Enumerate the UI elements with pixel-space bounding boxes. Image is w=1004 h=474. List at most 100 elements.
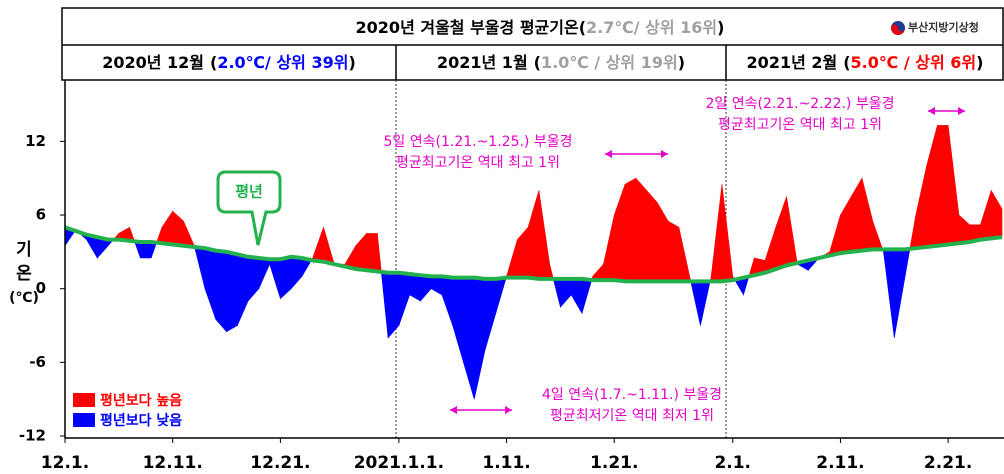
difference-area bbox=[909, 214, 917, 250]
difference-area bbox=[775, 196, 787, 270]
logo-icon bbox=[891, 24, 905, 35]
x-tick-label: 2021.1.1. bbox=[354, 453, 444, 473]
difference-area bbox=[915, 165, 927, 249]
callout-bubble bbox=[216, 170, 282, 246]
difference-area bbox=[312, 227, 324, 263]
difference-area bbox=[258, 257, 270, 289]
difference-area bbox=[624, 177, 637, 282]
difference-area bbox=[269, 258, 281, 299]
difference-area bbox=[452, 277, 464, 363]
annotation: 평균최저기온 역대 최저 1위 bbox=[550, 408, 714, 424]
difference-area bbox=[657, 201, 669, 282]
annotation: 4일 연속(1.7.~1.11.) 부울경 bbox=[542, 387, 722, 403]
difference-area bbox=[700, 281, 711, 326]
x-tick-label: 1.11. bbox=[482, 453, 530, 473]
title-stat: 2.7℃/ 상위 16위 bbox=[586, 18, 717, 37]
difference-area bbox=[570, 278, 583, 315]
legend-label: 평년보다 낮음 bbox=[100, 412, 182, 429]
difference-area bbox=[506, 239, 518, 278]
y-tick-label: -12 bbox=[19, 427, 46, 445]
plot: -12 -6 0 6 12 기온 (℃) 12.1. 12.11. 12.21. 2021.1.1.… bbox=[9, 80, 1004, 473]
difference-area bbox=[290, 256, 303, 290]
x-tick-label: 1.21. bbox=[590, 453, 638, 473]
difference-area bbox=[355, 232, 367, 271]
difference-area bbox=[380, 271, 389, 338]
bracket: ( bbox=[534, 53, 541, 72]
title: 2020년 겨울철 부울경 평균기온(2.7℃/ 상위 16위) bbox=[356, 18, 725, 37]
difference-area bbox=[883, 249, 895, 338]
difference-area bbox=[904, 248, 911, 277]
difference-area bbox=[667, 220, 680, 282]
legend-label: 평년보다 높음 bbox=[100, 392, 182, 409]
difference-area bbox=[183, 221, 195, 248]
normal-line bbox=[64, 225, 1003, 284]
difference-area bbox=[517, 226, 529, 278]
x-tick-label: 2.11. bbox=[816, 453, 864, 473]
month-label: 2021년 1월 (1.0℃ / 상위 19위) bbox=[437, 53, 685, 72]
difference-area bbox=[710, 184, 723, 282]
y-axis-label: 기 bbox=[16, 240, 32, 260]
x-tick-label: 2.21. bbox=[924, 453, 972, 473]
difference-area bbox=[937, 125, 949, 247]
difference-area bbox=[441, 276, 454, 326]
y-tick-label: 6 bbox=[36, 206, 46, 224]
difference-area bbox=[829, 214, 841, 256]
difference-area bbox=[958, 214, 970, 244]
difference-area bbox=[377, 233, 382, 273]
x-tick-label: 12.1. bbox=[41, 453, 89, 473]
bracket: ( bbox=[579, 18, 586, 37]
difference-area bbox=[560, 278, 572, 308]
difference-area bbox=[690, 281, 701, 326]
difference-area bbox=[840, 195, 852, 254]
difference-area bbox=[872, 221, 884, 250]
y-tick-label: 0 bbox=[36, 279, 46, 297]
month-stat: 2.0℃/ 상위 39위 bbox=[217, 53, 348, 72]
month-name: 2021년 1월 bbox=[437, 53, 528, 72]
bracket: ) bbox=[976, 53, 983, 72]
difference-area bbox=[495, 277, 507, 314]
x-tick-label: 12.21. bbox=[250, 453, 310, 473]
difference-area bbox=[226, 251, 238, 333]
month-label: 2021년 2월 (5.0℃ / 상위 6위) bbox=[747, 53, 984, 72]
difference-area bbox=[581, 278, 593, 314]
difference-area bbox=[430, 276, 443, 296]
title-text: 2020년 겨울철 부울경 평균기온 bbox=[356, 18, 579, 37]
difference-area bbox=[861, 178, 874, 251]
month-label: 2020년 12월 (2.0℃/ 상위 39위) bbox=[102, 53, 356, 72]
difference-area bbox=[538, 190, 550, 280]
y-axis-label: (℃) bbox=[9, 290, 39, 306]
month-stat: 1.0℃ / 상위 19위 bbox=[541, 53, 678, 72]
month-row: 2020년 12월 (2.0℃/ 상위 39위) 2021년 1월 (1.0℃ / 상… bbox=[102, 53, 983, 72]
difference-area bbox=[366, 233, 378, 272]
difference-area bbox=[549, 264, 554, 280]
difference-area bbox=[484, 278, 497, 351]
y-axis-label: 온 bbox=[16, 264, 32, 284]
month-stat: 5.0℃ / 상위 6위 bbox=[851, 53, 977, 72]
difference-area bbox=[721, 184, 734, 282]
annotation: 평균최고기온 역대 최고 1위 bbox=[718, 117, 882, 133]
difference-area bbox=[172, 210, 184, 247]
difference-area bbox=[786, 196, 798, 266]
bracket: ) bbox=[348, 53, 355, 72]
difference-area bbox=[194, 246, 206, 289]
difference-area bbox=[893, 249, 906, 338]
month-name: 2021년 2월 bbox=[747, 53, 838, 72]
arrow-head bbox=[450, 406, 512, 414]
arrow-head bbox=[605, 150, 668, 158]
difference-area bbox=[635, 177, 647, 282]
annotation: 5일 연속(1.21.~1.25.) 부울경 bbox=[384, 134, 573, 150]
legend-swatch bbox=[73, 413, 95, 427]
difference-area bbox=[398, 272, 410, 326]
difference-area bbox=[237, 253, 249, 326]
difference-area bbox=[764, 227, 777, 274]
difference-area bbox=[387, 272, 400, 339]
difference-area bbox=[280, 256, 292, 300]
difference-area bbox=[646, 189, 658, 282]
difference-area bbox=[850, 177, 863, 253]
difference-area bbox=[947, 125, 960, 245]
annotation: 평균최고기온 역대 최고 1위 bbox=[396, 155, 560, 171]
difference-area bbox=[204, 247, 217, 320]
bracket: ( bbox=[210, 53, 217, 72]
y-tick-label: -6 bbox=[29, 353, 46, 371]
